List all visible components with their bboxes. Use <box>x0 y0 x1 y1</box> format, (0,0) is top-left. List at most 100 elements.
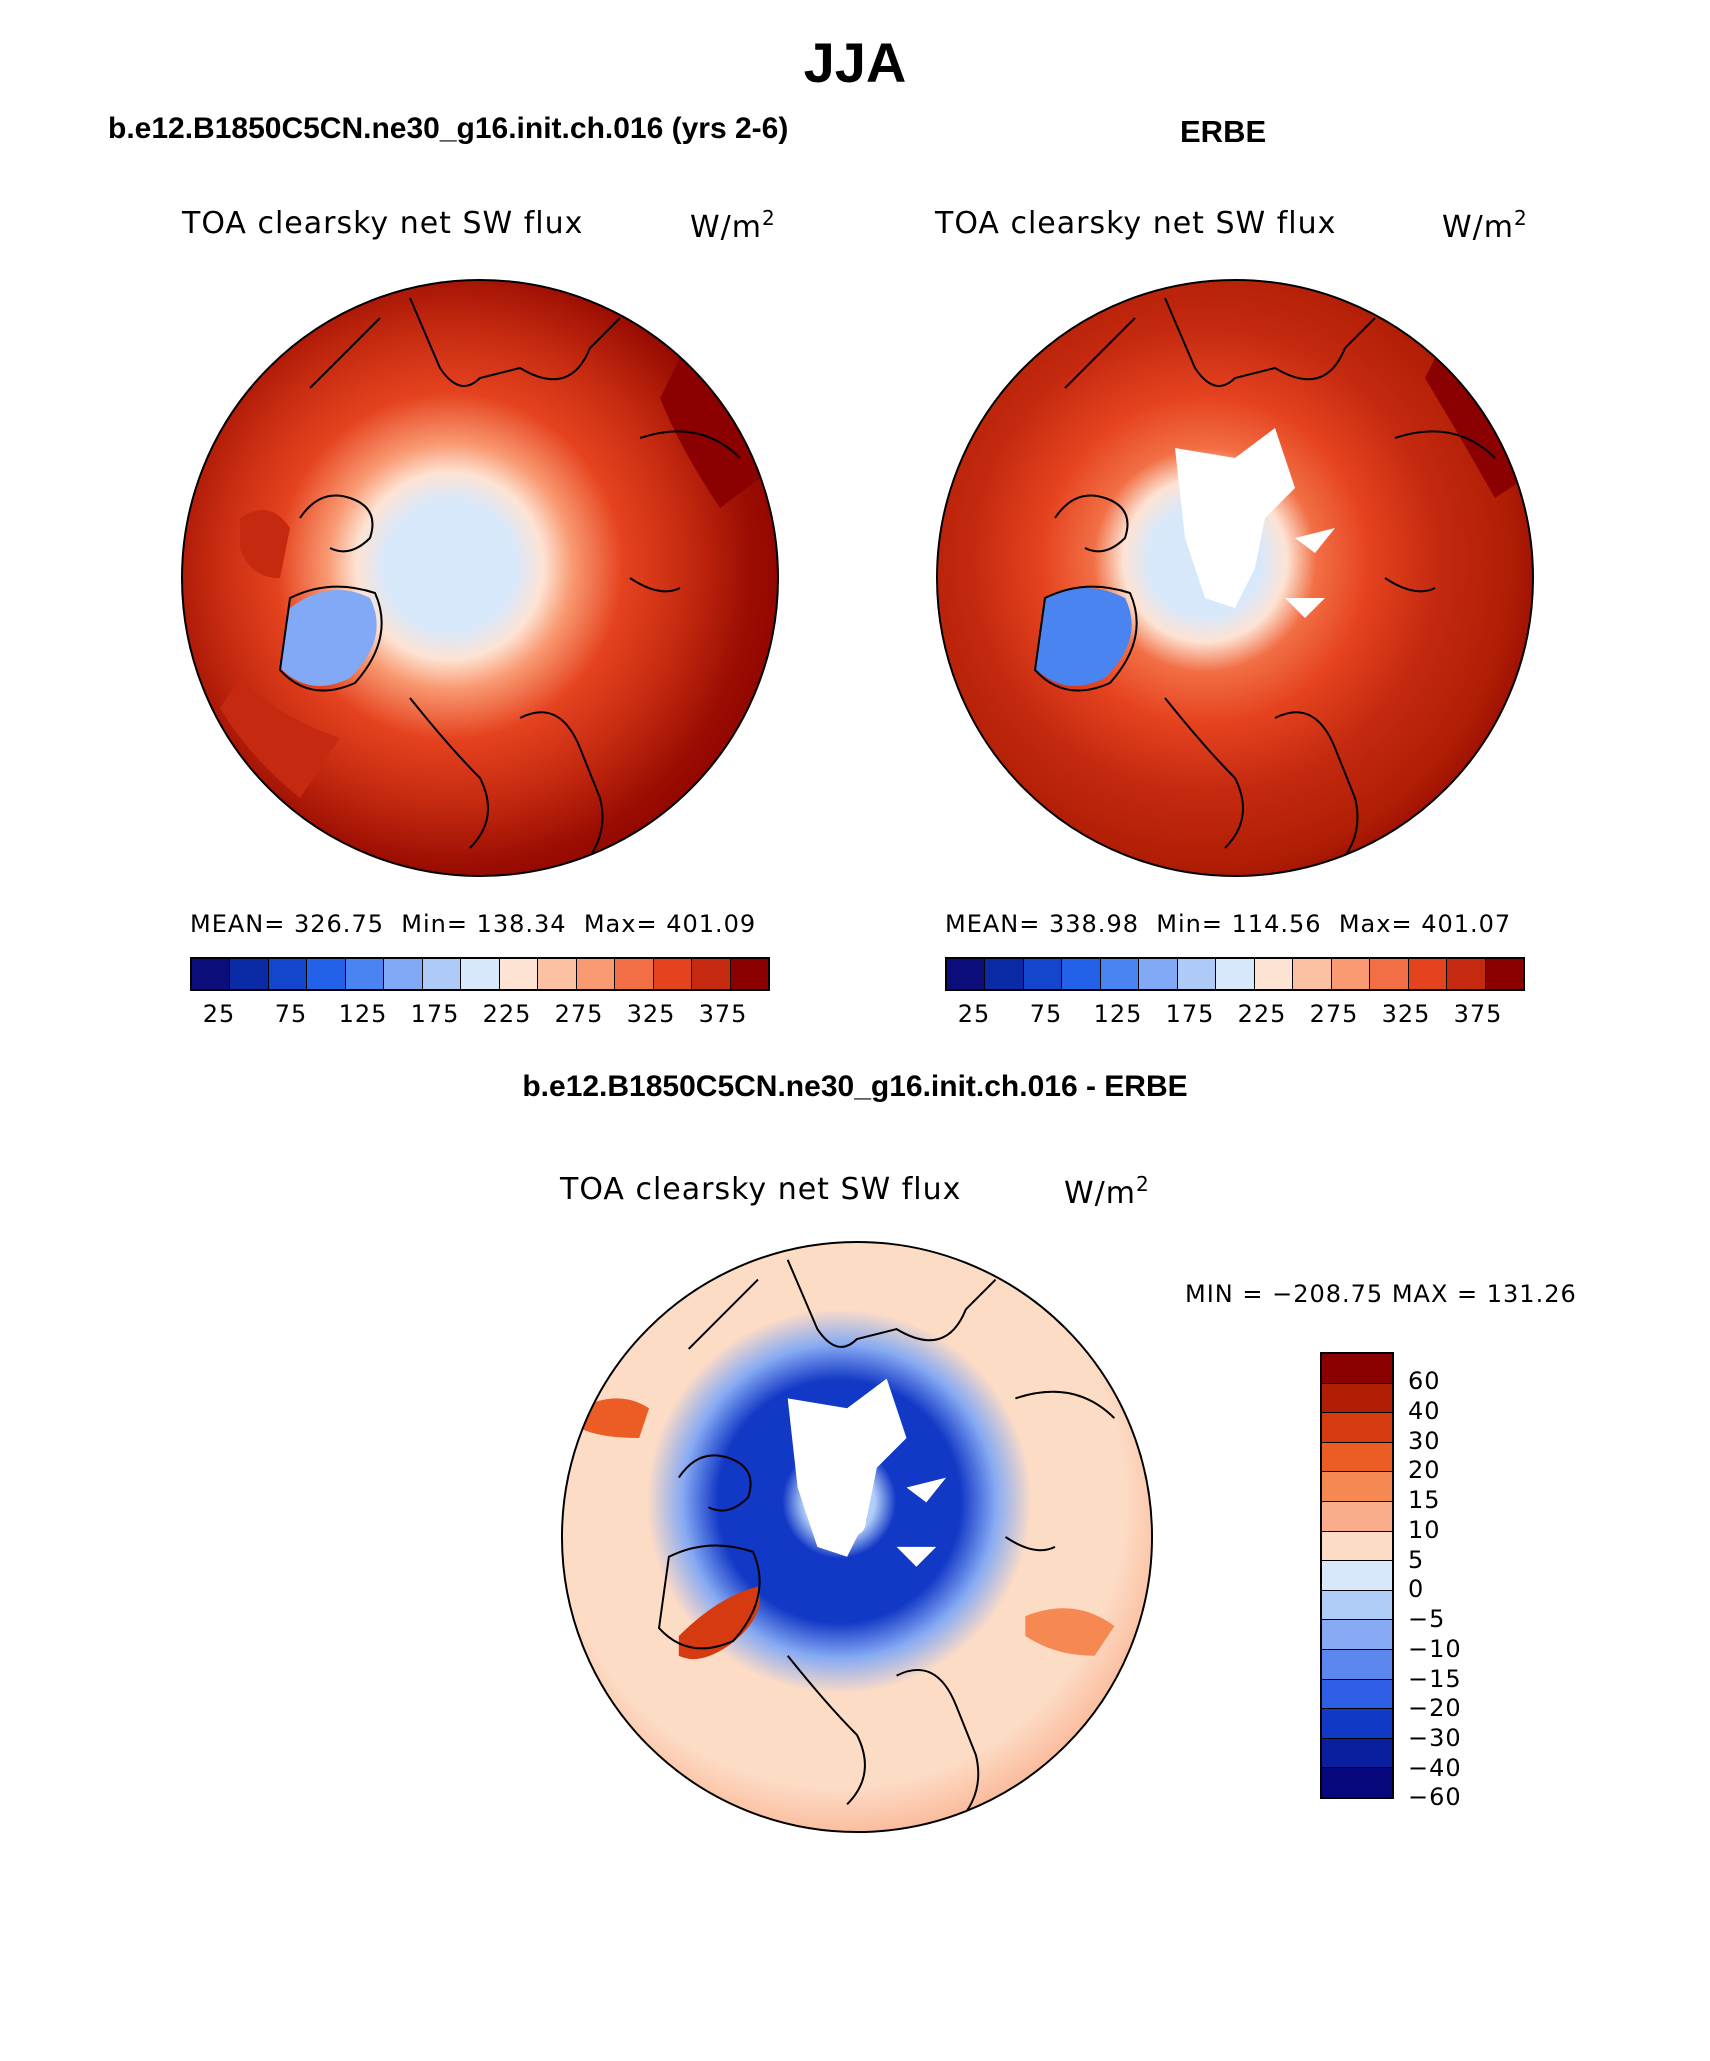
colorbar-swatch <box>1322 1383 1392 1414</box>
colorbar-tick-label: 5 <box>1408 1546 1425 1574</box>
colorbar-tick-label: 275 <box>554 1000 604 1028</box>
positive-anomaly-region <box>678 1586 760 1660</box>
colorbar-swatch <box>1139 959 1178 989</box>
colorbar-swatch <box>1322 1738 1392 1769</box>
colorbar-swatch <box>1254 959 1294 989</box>
colorbar-swatch <box>985 959 1024 989</box>
coastline-outline <box>657 1259 1116 1825</box>
colorbar-tick-label: −30 <box>1408 1724 1462 1752</box>
colorbar-swatch <box>1177 959 1217 989</box>
panel-diff-minmax: MIN = −208.75 MAX = 131.26 <box>1185 1280 1577 1308</box>
colorbar-tick-label: 25 <box>202 1000 236 1028</box>
colorbar-tick-label: −40 <box>1408 1754 1462 1782</box>
colorbar-swatch <box>692 959 731 989</box>
colorbar-tick-label: 75 <box>1029 1000 1063 1028</box>
colorbar-swatch <box>384 959 423 989</box>
figure-title: JJA <box>803 31 907 94</box>
colorbar-tick-label: 275 <box>1309 1000 1359 1028</box>
panel-right-colorbar <box>945 957 1525 991</box>
colorbar-swatch <box>1062 959 1101 989</box>
colorbar-swatch <box>1485 959 1524 989</box>
colorbar-swatch <box>538 959 577 989</box>
colorbar-swatch <box>1322 1501 1392 1532</box>
panel-diff-title: b.e12.B1850C5CN.ne30_g16.init.ch.016 - E… <box>522 1070 1188 1103</box>
panel-right-colorbar-ticks: 25 75 125 175 225 275 325 375 <box>945 1000 1525 1030</box>
colorbar-tick-label: 325 <box>1381 1000 1431 1028</box>
colorbar-swatch <box>730 959 769 989</box>
coastline-outline <box>278 297 741 869</box>
colorbar-swatch <box>615 959 654 989</box>
greenland-low-region <box>280 590 377 686</box>
colorbar-tick-label: 25 <box>957 1000 991 1028</box>
panel-right-units: W/m2 <box>1442 206 1528 245</box>
panel-right-variable: TOA clearsky net SW flux <box>935 206 1337 241</box>
colorbar-tick-label: 375 <box>698 1000 748 1028</box>
colorbar-tick-label: 0 <box>1408 1575 1425 1603</box>
colorbar-tick-label: −20 <box>1408 1694 1462 1722</box>
colorbar-swatch <box>1322 1649 1392 1680</box>
colorbar-swatch <box>1322 1354 1392 1384</box>
colorbar-swatch <box>1322 1679 1392 1710</box>
panel-diff-polar-map <box>560 1240 1154 1834</box>
colorbar-tick-label: 10 <box>1408 1516 1441 1544</box>
colorbar-swatch <box>1370 959 1409 989</box>
colorbar-swatch <box>1331 959 1371 989</box>
greenland-low-region <box>1035 588 1132 686</box>
panel-right-min: 114.56 <box>1231 910 1322 938</box>
colorbar-swatch <box>653 959 693 989</box>
colorbar-swatch <box>1322 1590 1392 1621</box>
panel-left-min: 138.34 <box>476 910 567 938</box>
panel-left-units: W/m2 <box>690 206 776 245</box>
colorbar-tick-label: 60 <box>1408 1367 1441 1395</box>
panel-left-max: 401.09 <box>666 910 757 938</box>
colorbar-swatch <box>307 959 346 989</box>
colorbar-swatch <box>947 959 986 989</box>
colorbar-swatch <box>422 959 462 989</box>
colorbar-swatch <box>192 959 231 989</box>
colorbar-swatch <box>576 959 616 989</box>
colorbar-swatch <box>1322 1768 1392 1797</box>
panel-diff-colorbar-labels: 60 40 30 20 15 10 5 0 −5 −10 −15 −20 −30… <box>1408 1352 1508 1811</box>
map-boundary <box>936 279 1534 877</box>
colorbar-tick-label: 125 <box>1093 1000 1143 1028</box>
colorbar-tick-label: 30 <box>1408 1427 1441 1455</box>
panel-left-title: b.e12.B1850C5CN.ne30_g16.init.ch.016 (yr… <box>108 112 789 145</box>
panel-diff-colorbar <box>1320 1352 1394 1799</box>
panel-left-mean: 326.75 <box>294 910 384 938</box>
colorbar-tick-label: −15 <box>1408 1665 1462 1693</box>
colorbar-swatch <box>1216 959 1255 989</box>
colorbar-tick-label: 15 <box>1408 1486 1441 1514</box>
colorbar-swatch <box>1023 959 1063 989</box>
missing-data-region <box>787 1378 907 1557</box>
panel-right-stats: MEAN= 338.98 Min= 114.56 Max= 401.07 <box>945 910 1512 938</box>
colorbar-swatch <box>345 959 385 989</box>
colorbar-swatch <box>499 959 539 989</box>
colorbar-swatch <box>1322 1709 1392 1739</box>
panel-left-colorbar <box>190 957 770 991</box>
colorbar-tick-label: −60 <box>1408 1783 1462 1811</box>
panel-right-max: 401.07 <box>1421 910 1512 938</box>
coastline-outline <box>1033 297 1496 869</box>
colorbar-tick-label: 225 <box>482 1000 532 1028</box>
colorbar-tick-label: 325 <box>626 1000 676 1028</box>
colorbar-tick-label: 375 <box>1453 1000 1503 1028</box>
colorbar-swatch <box>1322 1413 1392 1443</box>
panel-right-title: ERBE <box>1180 114 1267 149</box>
panel-right-mean: 338.98 <box>1049 910 1139 938</box>
colorbar-tick-label: 225 <box>1237 1000 1287 1028</box>
colorbar-tick-label: −10 <box>1408 1635 1462 1663</box>
panel-diff-units: W/m2 <box>1064 1172 1150 1211</box>
panel-diff-variable: TOA clearsky net SW flux <box>560 1172 962 1207</box>
colorbar-swatch <box>268 959 308 989</box>
colorbar-tick-label: 40 <box>1408 1397 1441 1425</box>
panel-left-colorbar-ticks: 25 75 125 175 225 275 325 375 <box>190 1000 770 1030</box>
colorbar-swatch <box>1100 959 1140 989</box>
colorbar-tick-label: 125 <box>338 1000 388 1028</box>
colorbar-swatch <box>461 959 500 989</box>
colorbar-tick-label: 175 <box>1165 1000 1215 1028</box>
panel-left-variable: TOA clearsky net SW flux <box>182 206 584 241</box>
missing-data-region <box>1175 428 1295 608</box>
colorbar-swatch <box>230 959 269 989</box>
panel-right-polar-map <box>935 278 1535 878</box>
colorbar-tick-label: 75 <box>274 1000 308 1028</box>
